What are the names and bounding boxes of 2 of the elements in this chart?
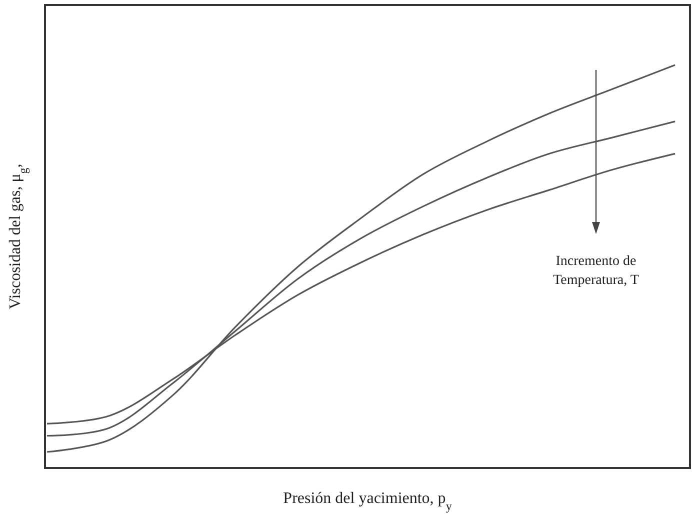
annotation: Incremento de Temperatura, T [553, 254, 640, 288]
x-axis-title: Presión del yacimiento, p$_{y}$ [283, 490, 452, 513]
